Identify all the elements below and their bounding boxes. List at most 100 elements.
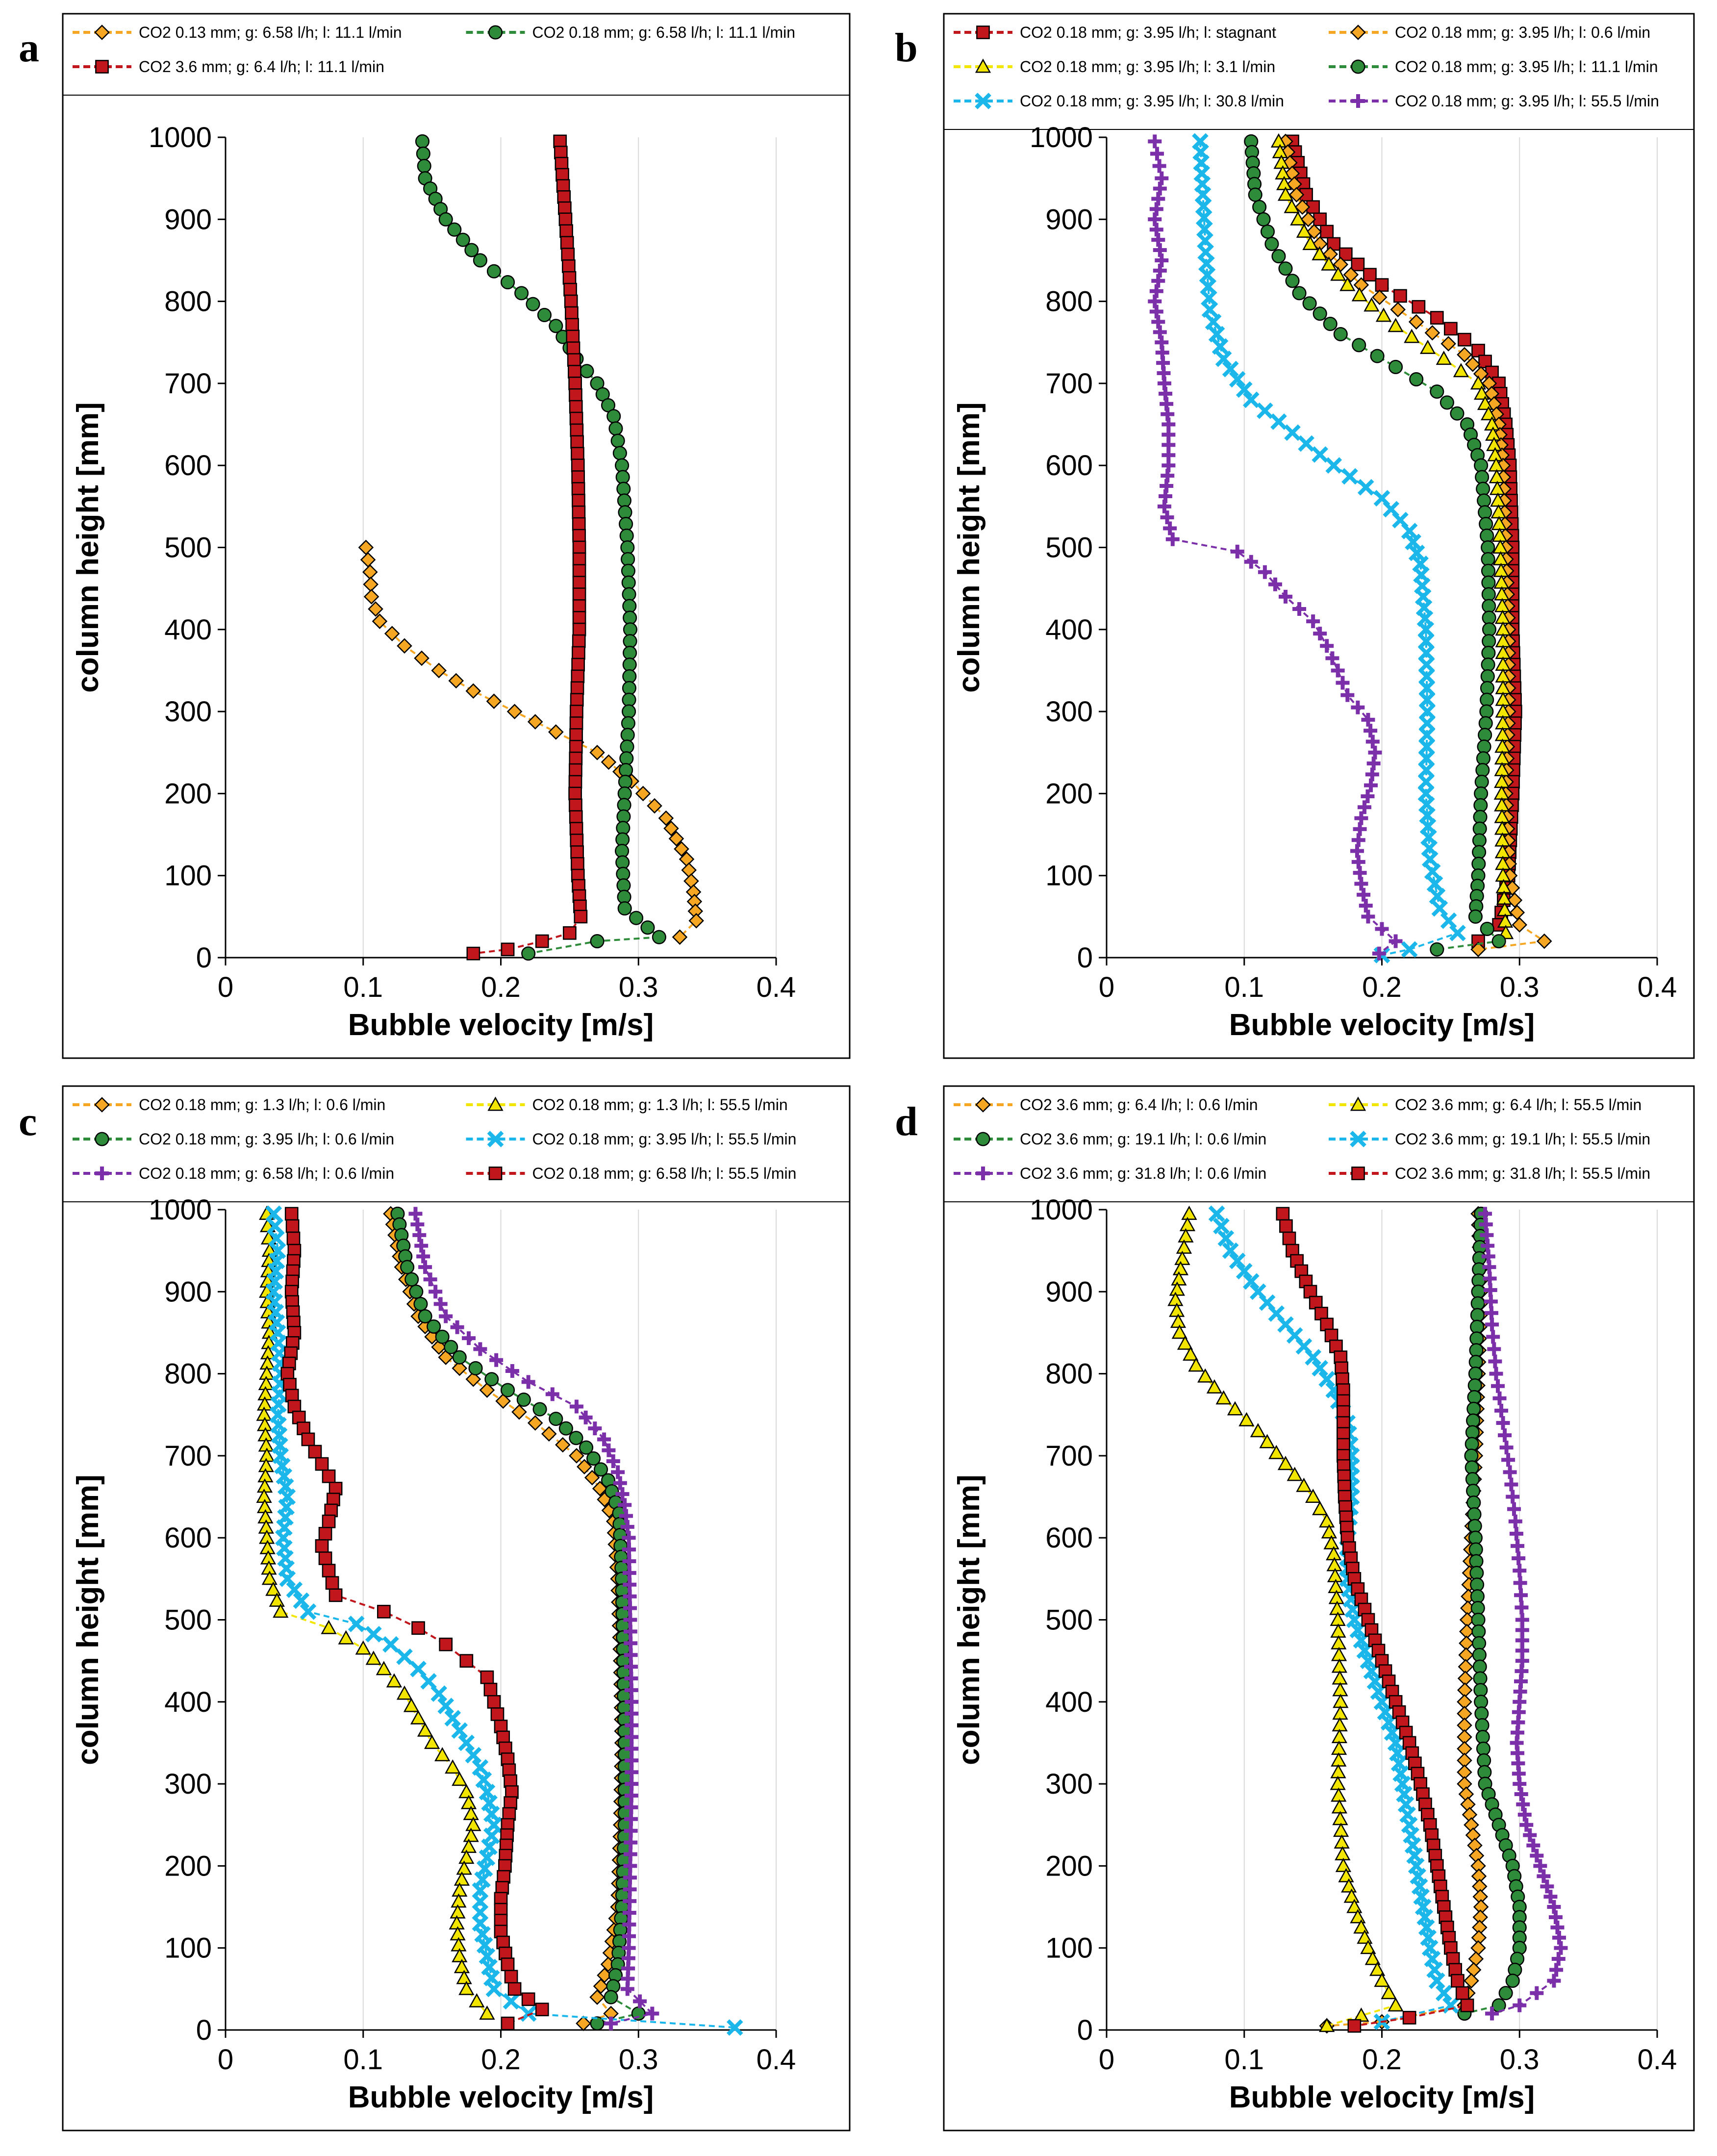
data-point [1312, 446, 1328, 463]
data-point [1331, 1658, 1347, 1673]
y-tick-label: 100 [164, 1932, 212, 1964]
data-point [569, 400, 583, 414]
legend-entry: CO2 0.18 mm; g: 6.58 l/h; l: 11.1 l/min [532, 24, 796, 41]
data-point [1264, 236, 1279, 252]
data-point [1361, 789, 1375, 803]
data-point [623, 1577, 637, 1592]
data-point [1227, 1401, 1243, 1416]
data-point [555, 1437, 571, 1453]
data-point [624, 1812, 638, 1826]
data-point [572, 517, 586, 531]
data-point [1364, 1951, 1381, 1965]
data-point [458, 1850, 475, 1864]
data-point [475, 1771, 492, 1788]
data-point [572, 587, 586, 601]
data-point [1181, 1205, 1197, 1220]
data-point [1503, 1465, 1517, 1479]
data-point [1359, 899, 1373, 913]
data-point [1509, 1526, 1523, 1541]
data-point [265, 1581, 281, 1596]
data-point [418, 1260, 432, 1274]
data-point [569, 1448, 584, 1464]
data-point [1375, 278, 1389, 292]
data-point [321, 1620, 337, 1634]
legend: CO2 0.18 mm; g: 1.3 l/h; l: 0.6 l/min CO2… [73, 1096, 796, 1182]
data-point [623, 1894, 637, 1908]
data-point [1388, 318, 1404, 332]
y-tick-label: 900 [1045, 203, 1093, 235]
y-tick-label: 200 [164, 778, 212, 810]
data-point [1469, 1343, 1484, 1358]
data-point [1506, 1490, 1520, 1504]
x-tick-label: 0.3 [619, 2044, 658, 2076]
data-point [571, 470, 585, 484]
data-point [431, 662, 447, 679]
data-point [1337, 1383, 1350, 1397]
data-point [1242, 1273, 1260, 1290]
x-tick-label: 0.1 [1224, 971, 1264, 1003]
data-point [447, 222, 462, 237]
data-point [549, 1412, 563, 1426]
data-point [622, 1543, 636, 1557]
data-point [1357, 888, 1371, 902]
panel-frame [943, 13, 1695, 1059]
data-point [622, 681, 636, 695]
data-point [1439, 395, 1454, 410]
data-point [494, 1902, 508, 1917]
series-4 [265, 1205, 743, 2036]
data-point [569, 822, 583, 836]
data-point [1390, 302, 1406, 318]
data-point [622, 1917, 636, 1931]
data-point [1543, 1890, 1558, 1904]
data-point [1331, 663, 1345, 678]
data-point [1474, 1695, 1489, 1709]
data-point [1465, 1472, 1480, 1487]
data-point [624, 1824, 638, 1838]
data-point [429, 1285, 443, 1299]
series-5 [408, 1207, 659, 2030]
data-point [376, 1661, 392, 1675]
data-point [411, 1621, 425, 1635]
data-point [1480, 529, 1494, 543]
legend: CO2 0.18 mm; g: 3.95 l/h; l: stagnant CO2… [954, 24, 1659, 110]
data-point [615, 1487, 630, 1501]
data-point [413, 1296, 428, 1311]
data-point [1312, 246, 1328, 260]
data-point [1471, 857, 1486, 871]
data-point [1268, 1445, 1285, 1459]
y-tick-label: 300 [1045, 696, 1093, 728]
data-point [1222, 1242, 1239, 1259]
panel-frame [62, 13, 851, 1059]
data-point [1514, 1588, 1528, 1602]
data-point [569, 1399, 583, 1414]
y-tick-label: 100 [164, 860, 212, 892]
data-point [624, 1683, 638, 1697]
data-point [604, 1990, 618, 2004]
data-point [1229, 1252, 1246, 1269]
data-point [1335, 1361, 1348, 1375]
data-point [286, 1264, 300, 1278]
data-point [1351, 257, 1365, 272]
data-point [520, 2005, 537, 2022]
y-axis-title: column height [mm] [71, 1474, 105, 1765]
data-point [1339, 277, 1356, 291]
data-point [1206, 1379, 1223, 1394]
data-point [1468, 909, 1483, 924]
y-axis-title: column height [mm] [71, 402, 105, 692]
series-1 [1319, 1206, 1489, 2034]
legend-marker [1351, 94, 1365, 108]
series-6 [1148, 134, 1403, 961]
data-point [1473, 1671, 1488, 1686]
data-point [623, 1859, 637, 1873]
data-point [1473, 1683, 1488, 1698]
legend-entry: CO2 3.6 mm; g: 31.8 l/h; l: 55.5 l/min [1395, 1165, 1650, 1182]
data-point [460, 1838, 477, 1853]
y-tick-label: 200 [1045, 1850, 1093, 1882]
data-point [1444, 322, 1458, 336]
data-point [1513, 1576, 1527, 1590]
data-point [624, 1800, 638, 1814]
x-tick-label: 0.2 [1362, 2044, 1402, 2076]
legend-marker [94, 1097, 110, 1113]
data-point [618, 505, 632, 520]
